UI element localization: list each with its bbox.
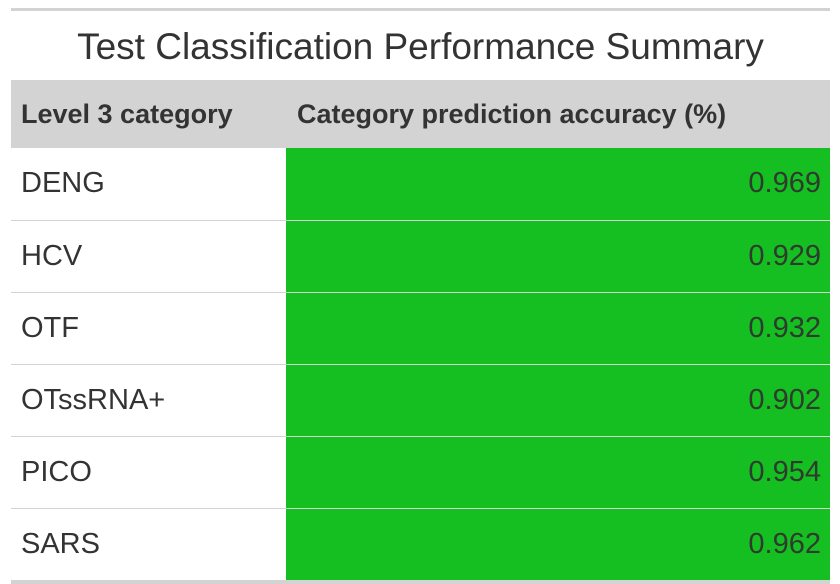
category-cell: SARS (11, 508, 286, 581)
header-row: Level 3 category Category prediction acc… (11, 80, 830, 148)
accuracy-cell: 0.954 (286, 436, 830, 509)
accuracy-cell: 0.929 (286, 220, 830, 293)
bottom-rule (11, 580, 830, 584)
category-cell: OTssRNA+ (11, 364, 286, 437)
accuracy-cell: 0.969 (286, 148, 830, 221)
column-header-category: Level 3 category (21, 98, 233, 129)
accuracy-cell: 0.962 (286, 508, 830, 581)
column-header-accuracy: Category prediction accuracy (%) (297, 98, 727, 129)
category-cell: HCV (11, 220, 286, 293)
table-row: SARS 0.962 (11, 508, 830, 581)
table-row: OTF 0.932 (11, 292, 830, 365)
category-cell: OTF (11, 292, 286, 365)
table-row: OTssRNA+ 0.902 (11, 364, 830, 437)
table-row: DENG 0.969 (11, 148, 830, 221)
table-row: PICO 0.954 (11, 436, 830, 509)
table-row: HCV 0.929 (11, 220, 830, 293)
table-title: Test Classification Performance Summary (77, 26, 764, 67)
top-rule (11, 8, 830, 11)
summary-table-container: Test Classification Performance Summary … (11, 8, 830, 584)
performance-table: Level 3 category Category prediction acc… (11, 80, 830, 581)
category-cell: DENG (11, 148, 286, 221)
category-cell: PICO (11, 436, 286, 509)
accuracy-cell: 0.932 (286, 292, 830, 365)
accuracy-cell: 0.902 (286, 364, 830, 437)
